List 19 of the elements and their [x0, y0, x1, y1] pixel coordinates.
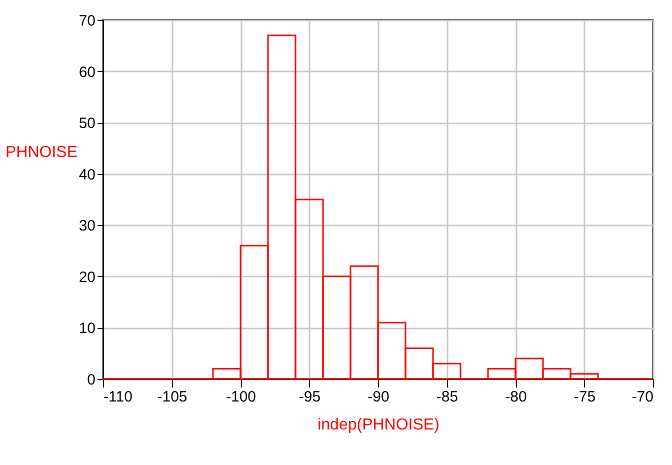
y-axis-title: PHNOISE [5, 144, 78, 161]
x-tick-label: -75 [574, 388, 596, 406]
x-tick-label: -110 [104, 388, 132, 406]
x-tick-label: -90 [368, 388, 390, 406]
x-tick-label: -80 [505, 388, 527, 406]
x-axis-title: indep(PHNOISE) [318, 416, 440, 434]
y-tick-label: 20 [78, 268, 96, 286]
y-tick-label: 0 [87, 372, 96, 388]
y-tick-label: 70 [78, 12, 96, 30]
x-tick-label: -105 [157, 388, 188, 406]
x-tick-label: -70 [632, 388, 654, 406]
x-tick-label: -95 [298, 388, 321, 406]
x-tick-label: -100 [226, 388, 256, 406]
y-tick-label: 10 [78, 320, 96, 338]
x-tick-label: -85 [436, 388, 458, 406]
y-tick-label: 50 [78, 115, 96, 132]
y-tick-label: 40 [78, 166, 96, 184]
y-tick-label: 30 [78, 218, 96, 235]
y-tick-label: 60 [78, 64, 96, 81]
